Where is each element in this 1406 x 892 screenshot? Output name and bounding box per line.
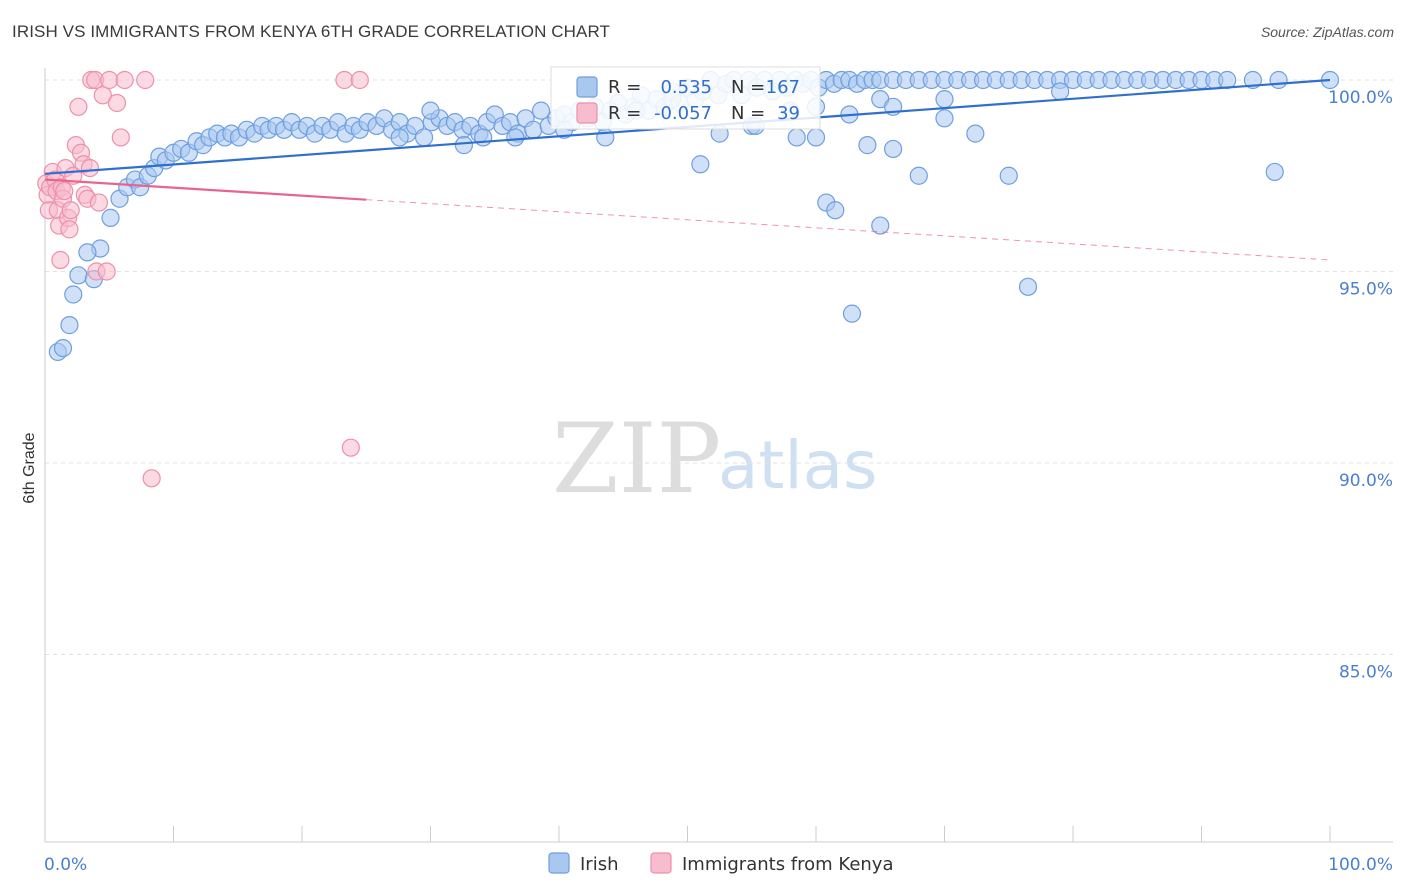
kenya-point xyxy=(55,181,74,201)
stats-legend: R = 0.535 N = 167 R = -0.057 N = 39 xyxy=(550,66,821,130)
legend-r-label-kenya: R = xyxy=(608,103,641,124)
kenya-point xyxy=(93,86,112,105)
kenya-point xyxy=(69,97,88,116)
irish-point xyxy=(883,139,903,159)
y-tick-label-2: 90.0% xyxy=(1339,471,1393,491)
grid xyxy=(45,79,1393,655)
irish-point xyxy=(858,136,877,155)
kenya-point xyxy=(97,262,116,281)
irish-point xyxy=(524,120,543,139)
bottom-legend-label-irish: Irish xyxy=(580,854,619,875)
legend-swatch-kenya xyxy=(576,102,598,124)
irish-point xyxy=(1051,82,1070,101)
y-tick-label-3: 85.0% xyxy=(1339,663,1393,683)
kenya-point xyxy=(60,220,79,239)
irish-point xyxy=(1218,70,1237,90)
legend-r-value-kenya: -0.057 xyxy=(654,103,712,124)
x-tick-label-min: 0.0% xyxy=(44,855,87,875)
source-label: Source: ZipAtlas.com xyxy=(1260,24,1394,40)
irish-point xyxy=(1269,70,1288,90)
axes xyxy=(44,68,1393,843)
kenya-point xyxy=(341,438,360,457)
irish-point xyxy=(691,155,710,174)
kenya-point xyxy=(100,70,119,90)
irish-point xyxy=(787,128,806,147)
irish-point xyxy=(909,166,928,185)
irish-point xyxy=(474,128,493,147)
irish-point xyxy=(999,166,1018,185)
legend-n-value-irish: 167 xyxy=(766,77,800,98)
kenya-point xyxy=(115,70,134,90)
irish-point xyxy=(60,316,79,335)
irish-point xyxy=(421,101,440,120)
legend-r-value-irish: 0.535 xyxy=(660,77,712,98)
y-tick-label-0: 100.0% xyxy=(1328,88,1393,108)
x-tick-label-max: 100.0% xyxy=(1328,855,1393,875)
irish-point xyxy=(871,216,890,235)
watermark-zip: ZIP xyxy=(552,403,721,515)
irish-point xyxy=(78,243,97,262)
bottom-legend-label-kenya: Immigrants from Kenya xyxy=(682,854,893,875)
irish-point xyxy=(1018,277,1038,296)
trend-line-kenya xyxy=(44,178,367,201)
irish-point xyxy=(935,109,954,128)
irish-point xyxy=(842,304,862,323)
irish-point xyxy=(390,128,409,147)
legend-n-label-irish: N = xyxy=(731,77,765,98)
kenya-point xyxy=(80,158,100,178)
y-axis-label: 6th Grade xyxy=(21,432,38,503)
legend-swatch-irish xyxy=(576,76,598,98)
irish-point xyxy=(69,266,88,285)
irish-point xyxy=(454,136,474,155)
kenya-point xyxy=(111,128,130,147)
irish-point xyxy=(966,124,985,143)
irish-point xyxy=(414,128,434,147)
y-tick-label-1: 95.0% xyxy=(1339,280,1393,300)
kenya-point xyxy=(89,193,109,212)
kenya-point xyxy=(51,250,70,270)
irish-point xyxy=(806,128,826,147)
irish-point xyxy=(826,201,845,220)
irish-point xyxy=(53,339,73,358)
watermark: ZIP atlas xyxy=(552,403,878,515)
legend-n-label-kenya: N = xyxy=(731,103,765,124)
irish-point xyxy=(1265,162,1284,182)
kenya-point xyxy=(136,70,155,90)
irish-point xyxy=(935,90,954,109)
irish-point xyxy=(531,101,551,120)
irish-point xyxy=(506,128,525,147)
y-tick-labels: 100.0% 95.0% 90.0% 85.0% xyxy=(1328,88,1393,683)
legend-r-label-irish: R = xyxy=(608,77,641,98)
kenya-point xyxy=(350,70,369,90)
irish-point xyxy=(101,208,120,227)
irish-point xyxy=(64,285,83,304)
watermark-atlas: atlas xyxy=(718,427,878,504)
chart-title: IRISH VS IMMIGRANTS FROM KENYA 6TH GRADE… xyxy=(12,22,611,41)
series-kenya xyxy=(37,70,369,488)
series-legend: Irish Immigrants from Kenya xyxy=(548,852,893,875)
kenya-point xyxy=(335,70,354,90)
legend-n-value-kenya: 39 xyxy=(777,103,800,124)
kenya-point xyxy=(142,469,161,488)
trend-line-extension-kenya xyxy=(366,199,1331,261)
kenya-point xyxy=(61,201,80,220)
bottom-legend-swatch-irish xyxy=(548,852,570,874)
kenya-point xyxy=(107,93,127,113)
bottom-legend-swatch-kenya xyxy=(650,852,672,874)
